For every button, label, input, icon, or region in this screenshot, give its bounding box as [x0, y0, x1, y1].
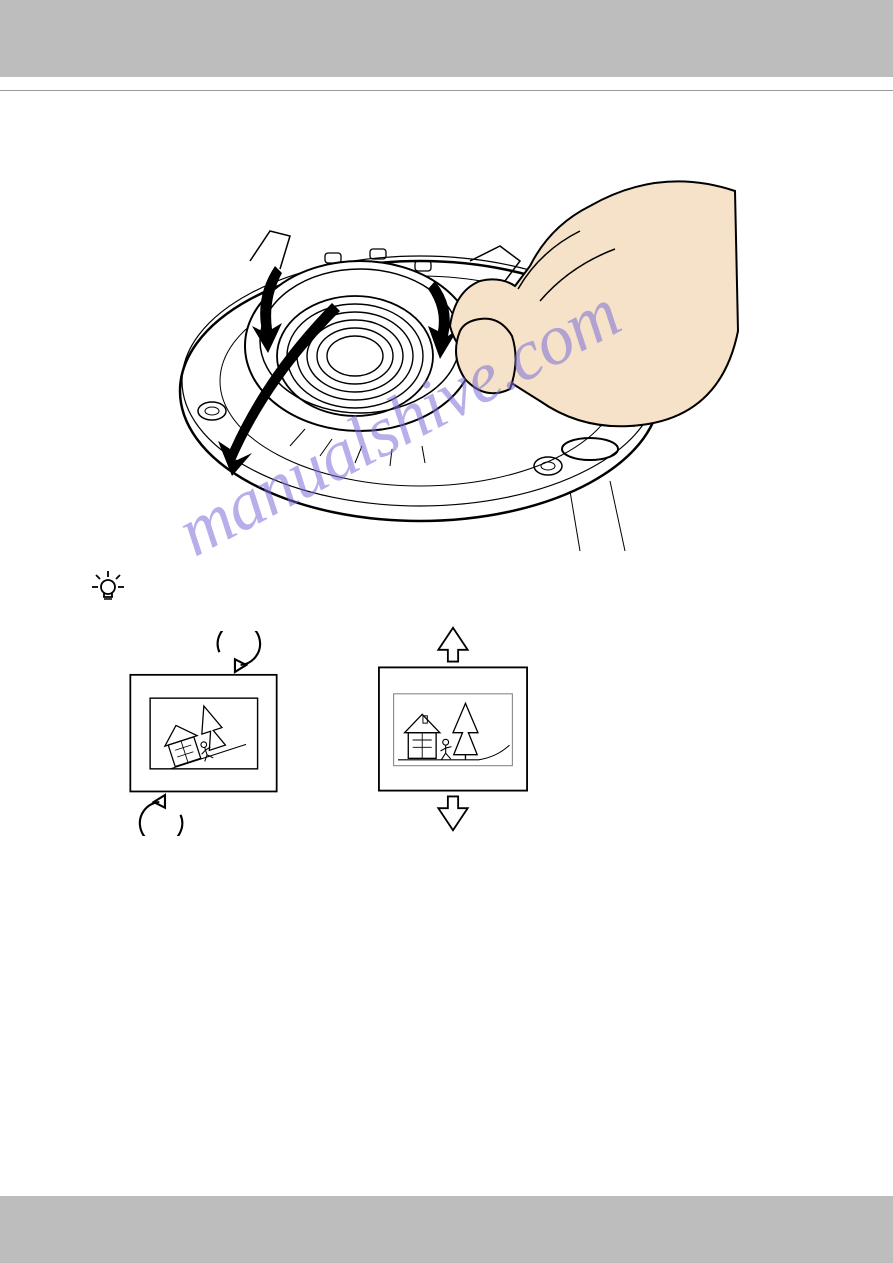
tip-lightbulb-icon [90, 567, 126, 603]
expand-correction-diagram [348, 619, 558, 839]
header-bar [0, 0, 893, 77]
divider-line [0, 90, 893, 91]
camera-adjustment-illustration [160, 131, 740, 561]
rotation-correction-diagram [96, 631, 311, 836]
footer-bar [0, 1196, 893, 1263]
